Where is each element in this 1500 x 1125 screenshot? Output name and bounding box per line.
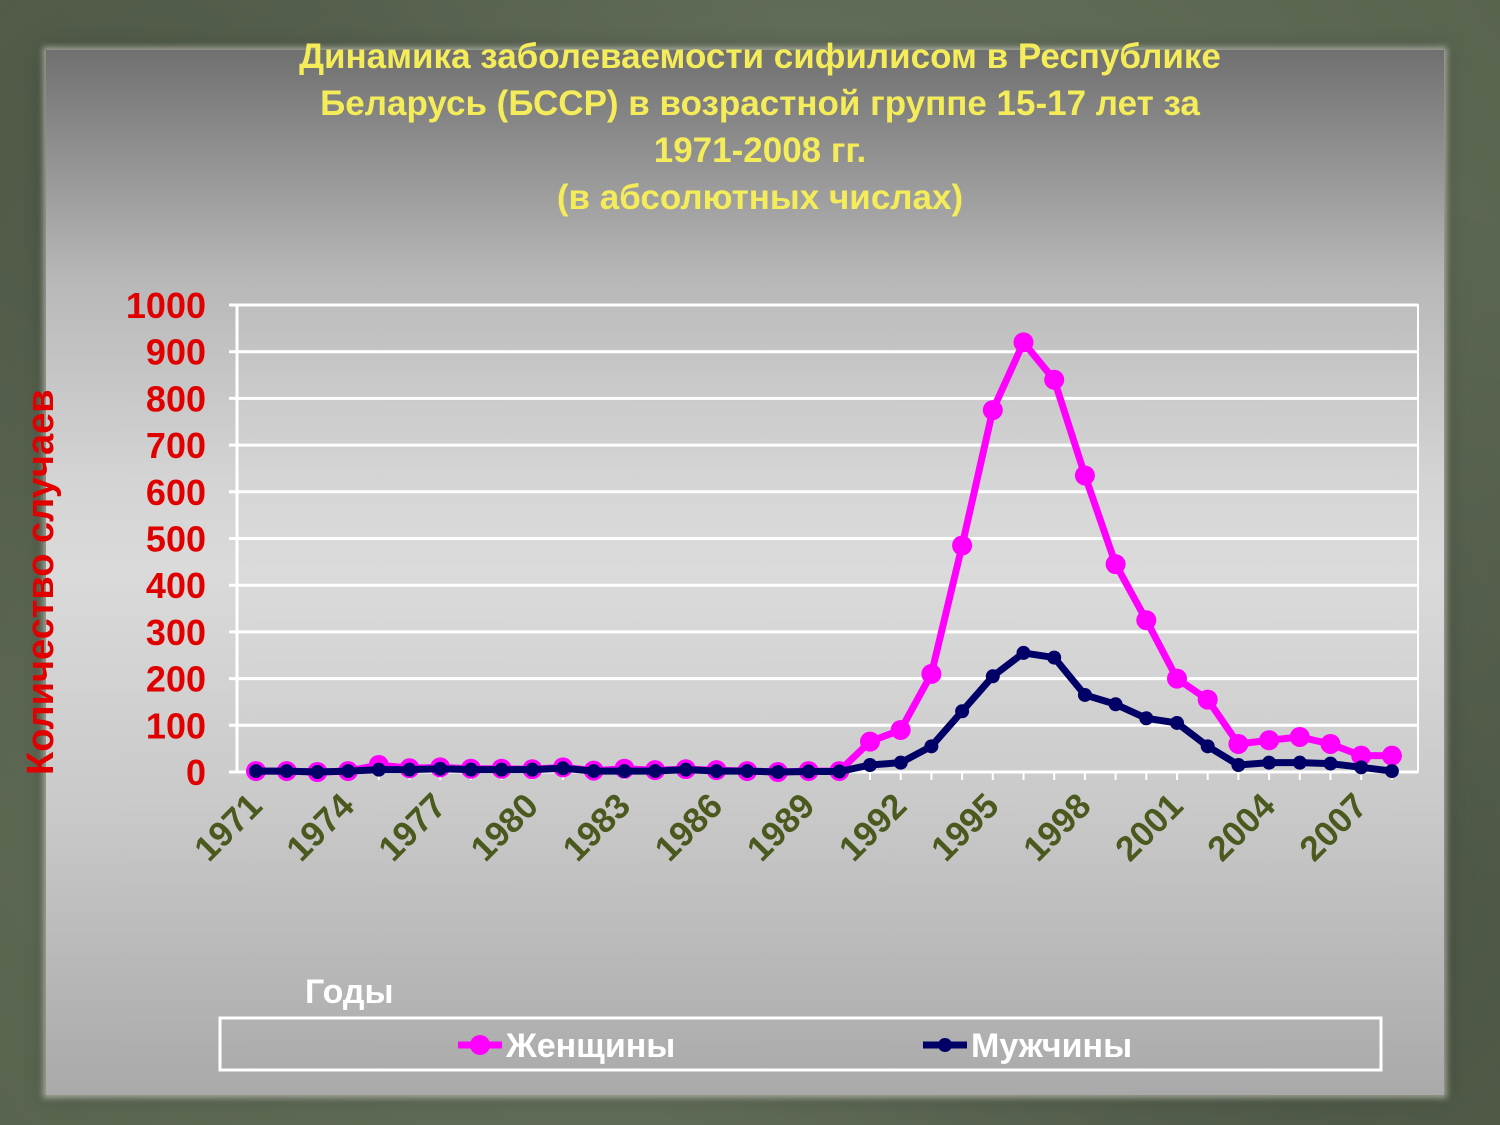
data-point bbox=[1077, 687, 1092, 702]
data-point bbox=[709, 764, 724, 779]
chart-title: Динамика заболеваемости сифилисом в Респ… bbox=[60, 33, 1460, 221]
y-tick-label: 700 bbox=[146, 425, 206, 466]
data-point bbox=[1105, 554, 1126, 575]
chart-title-line: Беларусь (БССР) в возрастной группе 15-1… bbox=[320, 84, 1200, 123]
data-point bbox=[648, 764, 663, 779]
x-tick-label: 1971 bbox=[187, 786, 270, 869]
legend-label: Мужчины bbox=[971, 1027, 1132, 1065]
data-point bbox=[1167, 668, 1187, 689]
data-point bbox=[1259, 730, 1280, 751]
data-point bbox=[1381, 745, 1402, 766]
legend-swatch-marker bbox=[470, 1035, 490, 1055]
data-point bbox=[860, 731, 880, 752]
data-point bbox=[310, 765, 325, 779]
data-point bbox=[249, 764, 263, 779]
data-point bbox=[1354, 760, 1369, 775]
y-tick-label: 200 bbox=[146, 659, 206, 700]
x-tick-label: 2007 bbox=[1292, 786, 1375, 869]
data-point bbox=[279, 764, 294, 779]
data-point bbox=[982, 400, 1003, 421]
data-point bbox=[1197, 689, 1218, 710]
data-point bbox=[494, 762, 509, 777]
data-point bbox=[740, 764, 755, 779]
x-tick-label: 1986 bbox=[648, 786, 731, 869]
y-tick-label: 1000 bbox=[126, 285, 206, 326]
data-point bbox=[1200, 739, 1215, 754]
data-point bbox=[1228, 733, 1249, 754]
y-tick-label: 300 bbox=[146, 612, 206, 653]
data-point bbox=[586, 764, 601, 779]
data-point bbox=[1351, 745, 1372, 766]
legend-label: Женщины bbox=[505, 1027, 675, 1065]
data-point bbox=[1289, 726, 1310, 747]
chart-title-line: Динамика заболеваемости сифилисом в Респ… bbox=[299, 37, 1221, 76]
x-tick-label: 1983 bbox=[555, 786, 638, 869]
x-tick-label: 2001 bbox=[1108, 786, 1191, 869]
x-tick-label: 1974 bbox=[279, 786, 362, 869]
x-tick-label: 1995 bbox=[924, 786, 1007, 869]
chart-title-line: (в абсолютных числах) bbox=[556, 178, 964, 217]
x-tick-label: 1998 bbox=[1016, 786, 1099, 869]
data-point bbox=[1139, 711, 1154, 726]
data-point bbox=[402, 762, 417, 777]
data-point bbox=[371, 762, 386, 777]
data-point bbox=[952, 535, 973, 556]
x-tick-label: 1989 bbox=[740, 786, 823, 869]
data-point bbox=[433, 761, 448, 776]
data-point bbox=[1044, 369, 1065, 390]
data-point bbox=[1320, 733, 1341, 754]
x-axis-label: Годы bbox=[305, 973, 394, 1011]
data-point bbox=[770, 765, 785, 779]
legend-box bbox=[218, 1016, 1383, 1072]
x-tick-label: 1992 bbox=[832, 786, 915, 869]
y-tick-label: 100 bbox=[146, 705, 206, 746]
data-point bbox=[832, 764, 847, 779]
data-point bbox=[463, 762, 478, 777]
legend-swatch-marker bbox=[938, 1038, 952, 1052]
data-point bbox=[1108, 697, 1123, 712]
data-point bbox=[1384, 764, 1399, 779]
data-point bbox=[1262, 755, 1277, 770]
x-tick-label: 1977 bbox=[371, 786, 454, 869]
data-point bbox=[955, 704, 970, 719]
data-point bbox=[1170, 715, 1184, 730]
data-point bbox=[921, 663, 942, 684]
data-point bbox=[1016, 645, 1031, 660]
y-tick-label: 500 bbox=[146, 519, 206, 560]
slide-panel bbox=[46, 50, 1444, 1095]
data-point bbox=[1323, 756, 1338, 771]
x-tick-label: 1980 bbox=[463, 786, 546, 869]
data-point bbox=[890, 719, 911, 740]
chart-title-line: 1971-2008 гг. bbox=[653, 131, 867, 170]
y-tick-label: 400 bbox=[146, 565, 206, 606]
data-point bbox=[1231, 757, 1246, 772]
y-tick-label: 800 bbox=[146, 378, 206, 419]
data-point bbox=[1292, 755, 1307, 770]
data-point bbox=[1047, 650, 1062, 665]
y-tick-label: 600 bbox=[146, 472, 206, 513]
data-point bbox=[924, 739, 939, 754]
data-point bbox=[525, 762, 540, 777]
x-tick-label: 2004 bbox=[1200, 786, 1283, 869]
data-point bbox=[617, 764, 632, 779]
data-point bbox=[556, 761, 570, 776]
y-tick-label: 900 bbox=[146, 332, 206, 373]
data-point bbox=[1013, 332, 1034, 353]
data-point bbox=[1074, 465, 1095, 486]
data-point bbox=[801, 764, 816, 779]
data-point bbox=[1136, 610, 1157, 631]
data-point bbox=[863, 757, 877, 772]
data-point bbox=[893, 755, 908, 770]
data-point bbox=[985, 669, 1000, 684]
data-point bbox=[678, 762, 693, 777]
data-point bbox=[341, 764, 356, 779]
y-tick-label: 0 bbox=[186, 752, 206, 793]
